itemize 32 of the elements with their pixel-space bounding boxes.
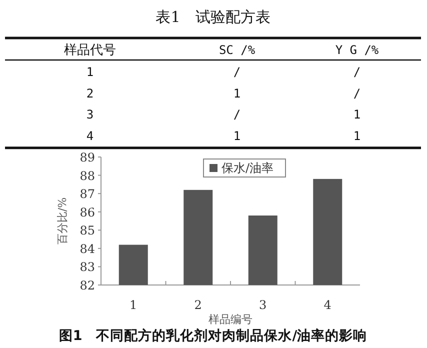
data-label: 1: [233, 86, 241, 100]
y-tick-label: 82: [80, 278, 95, 292]
legend-label: 保水/油率: [222, 161, 274, 175]
y-tick-label: 86: [80, 205, 95, 220]
y-tick-label: 88: [80, 168, 95, 183]
y-tick-label: 1: [86, 65, 94, 79]
data-label: 1: [353, 108, 361, 122]
y-tick-label: 84: [80, 242, 96, 256]
x-tick-label: 3: [259, 298, 267, 312]
y-axis-title: 百分比/%: [56, 197, 69, 245]
x-tick-label: 4: [324, 298, 332, 312]
x-tick-label: SC /%: [218, 43, 256, 57]
data-label: 1: [233, 128, 241, 143]
y-tick-label: 2: [86, 86, 94, 100]
y-tick-label: 83: [80, 260, 95, 274]
x-axis-title: 样品编号: [208, 313, 252, 326]
text: 图1 不同配方的乳化剂对肉制品保水/油率的影响: [58, 327, 368, 344]
text: /: [233, 65, 241, 79]
y-tick-label: 89: [80, 150, 95, 164]
x-tick-label: 2: [194, 298, 202, 312]
y-tick-label: 3: [86, 108, 94, 122]
chart-title: 表1 试验配方表: [156, 8, 270, 26]
x-tick-label: Y G /%: [335, 43, 380, 57]
y-tick-label: 4: [86, 128, 94, 143]
text: /: [353, 65, 361, 79]
y-tick-label: 85: [80, 224, 95, 238]
text: /: [233, 108, 241, 122]
x-tick-label: 1: [130, 298, 138, 312]
data-label: 1: [353, 128, 361, 143]
y-axis-title: 样品代号: [64, 43, 116, 58]
y-tick-label: 87: [80, 187, 95, 202]
text: /: [353, 86, 361, 100]
